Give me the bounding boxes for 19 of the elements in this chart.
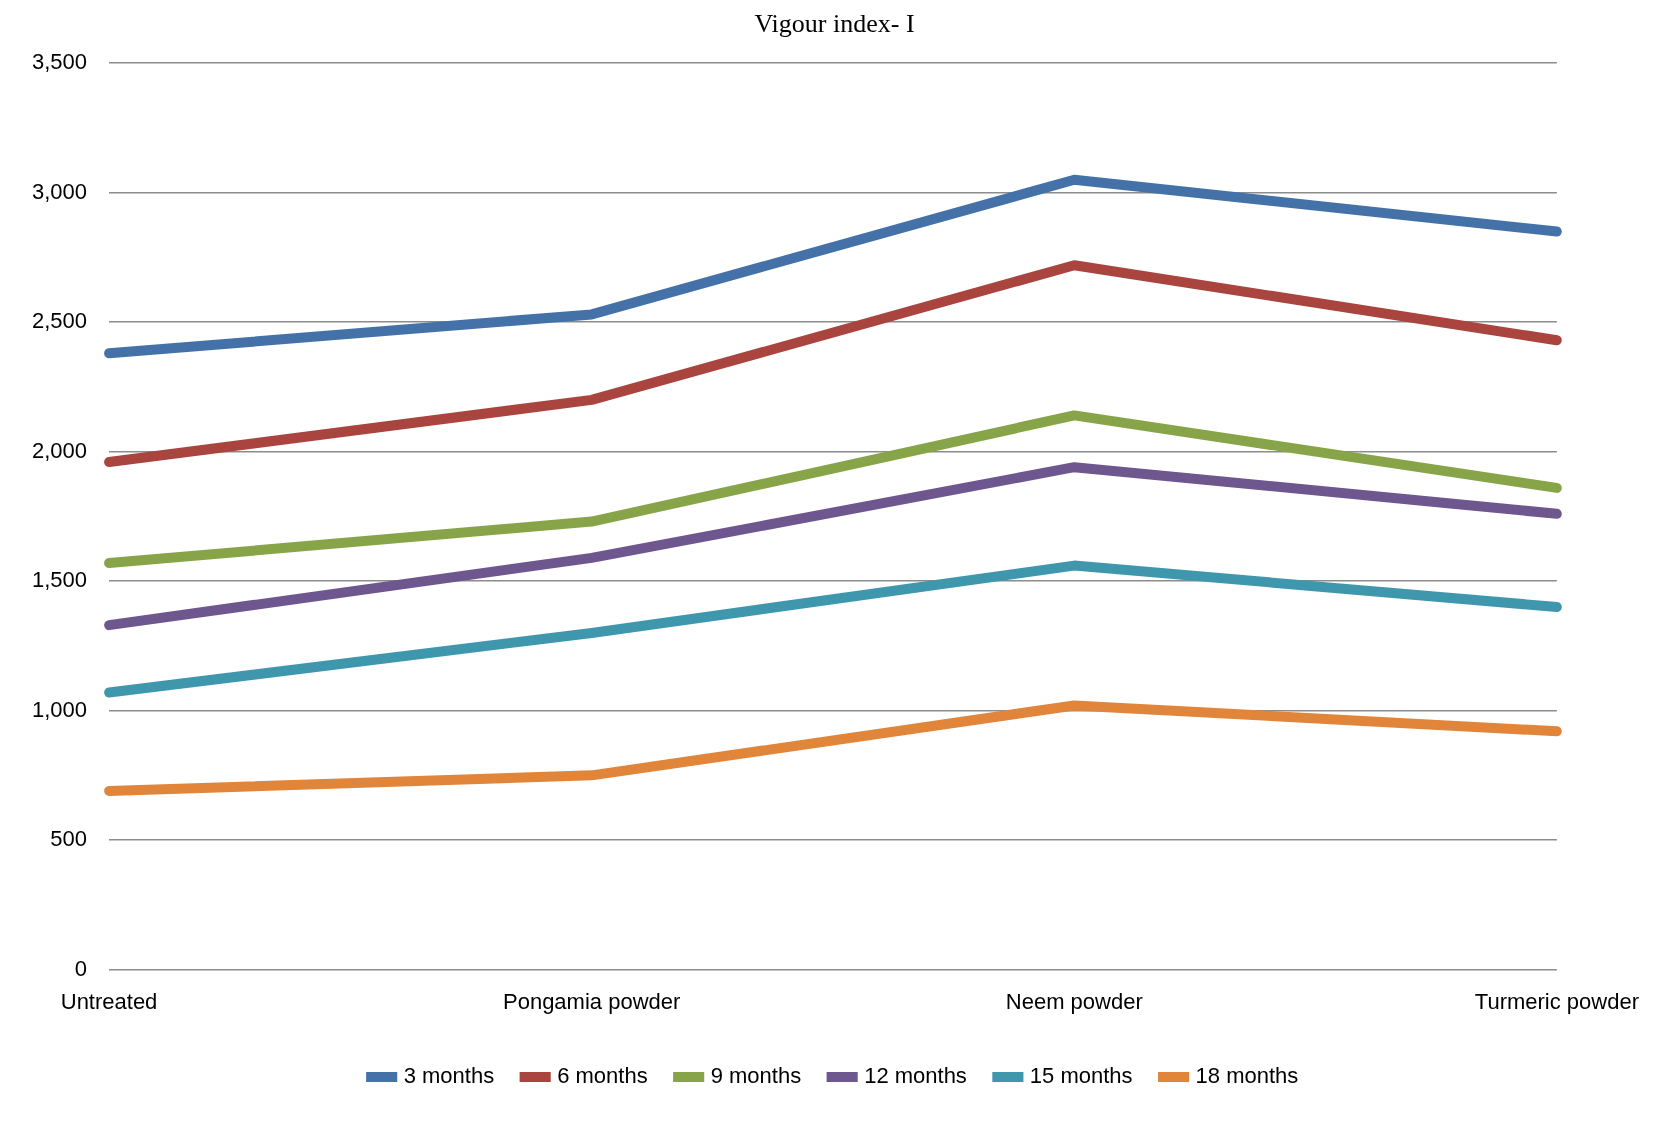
y-tick-label: 2,000: [31, 437, 88, 463]
x-tick-label: Neem powder: [1005, 988, 1143, 1014]
x-tick-label: Untreated: [60, 988, 158, 1014]
y-tick-label: 500: [50, 826, 88, 852]
x-tick-label: Pongamia powder: [502, 988, 681, 1014]
legend-label: 3 months: [403, 1063, 495, 1089]
chart-title: Vigour index- I: [754, 9, 915, 39]
legend-label: 12 months: [864, 1063, 967, 1089]
y-tick-label: 2,500: [31, 308, 88, 334]
legend-label: 15 months: [1029, 1063, 1133, 1089]
legend-label: 9 months: [710, 1063, 802, 1089]
x-tick-label: Turmeric powder: [1474, 988, 1639, 1014]
y-tick-label: 0: [74, 955, 88, 981]
y-tick-label: 3,500: [31, 49, 88, 75]
y-tick-label: 3,000: [31, 178, 88, 204]
legend-label: 6 months: [557, 1063, 648, 1089]
y-tick-label: 1,500: [31, 567, 88, 593]
y-tick-label: 1,000: [31, 696, 88, 722]
legend-label: 18 months: [1195, 1063, 1299, 1089]
